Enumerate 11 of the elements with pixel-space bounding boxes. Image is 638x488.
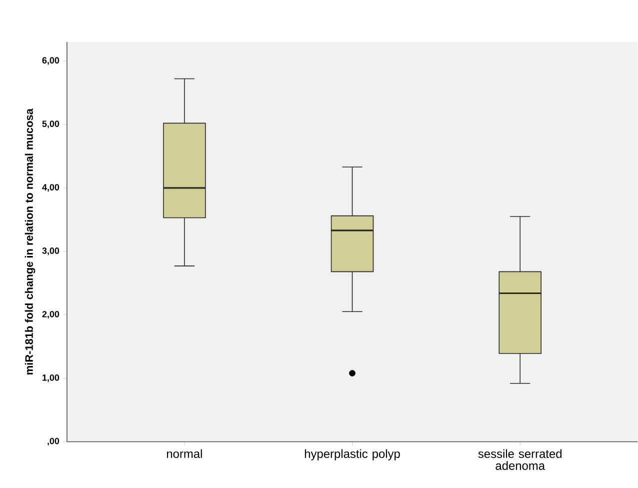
y-tick-label: 3,00: [42, 248, 60, 256]
y-tick-label: 2,00: [42, 311, 60, 319]
y-axis-title: miR-181b fold change in relation to normal mucosa: [24, 108, 36, 375]
y-tick-label: 1,00: [42, 374, 60, 382]
y-tick-label: ,00: [48, 438, 60, 446]
y-tick-label: 5,00: [42, 120, 60, 128]
x-tick-label: hyperplastic polyp: [304, 449, 400, 461]
y-tick-label: 4,00: [42, 184, 60, 192]
x-tick-label: sessile serrated adenoma: [478, 449, 562, 470]
y-tick-label: 6,00: [42, 57, 60, 65]
x-tick-label: normal: [166, 449, 202, 458]
